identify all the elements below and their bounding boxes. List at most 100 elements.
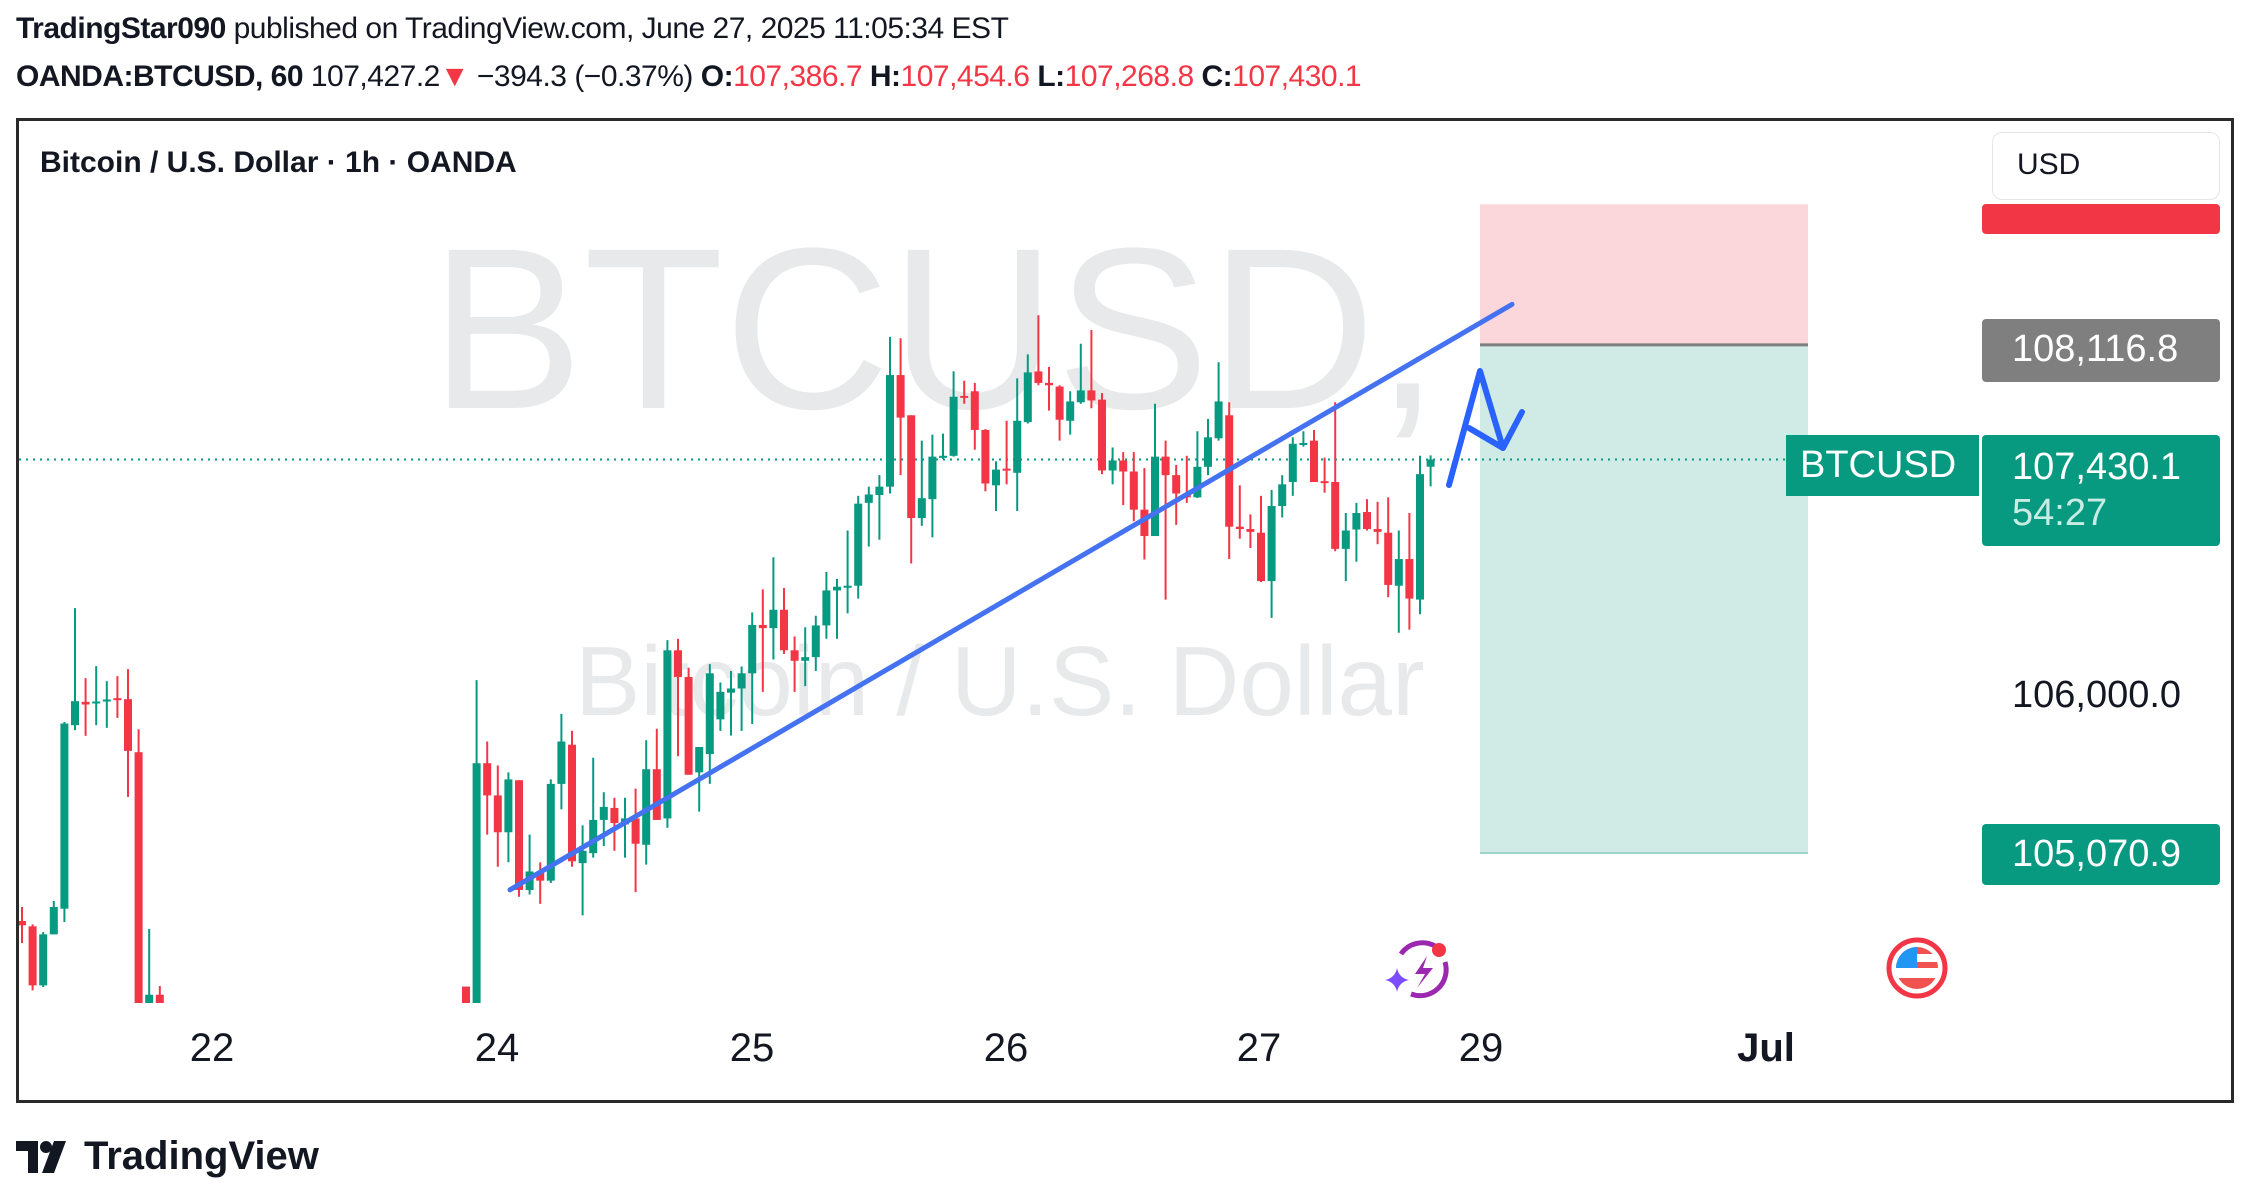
candle-up [1193,466,1202,498]
candle-down [1119,460,1128,472]
candle-up [716,691,725,720]
candle-down [674,650,682,677]
candle-up [822,590,831,626]
candle-down [134,752,143,1003]
candle-down [981,429,990,484]
candle-up [589,819,598,854]
last-price: 107,427.2 [310,60,440,93]
candle-up [1204,437,1212,467]
candle-up [1394,559,1403,586]
candle-down [1002,468,1011,471]
candle-up [1267,506,1276,582]
tradingview-logo[interactable]: TradingView [16,1134,319,1179]
candle-down [1384,532,1393,585]
candle-up [811,625,820,658]
current-price: 107,430.1 [2012,446,2182,488]
candle-down [1363,512,1371,530]
candle-down [483,763,492,796]
high-value: 107,454.6 [900,60,1030,93]
arrow-head-icon[interactable] [1466,409,1525,451]
candle-up [1214,401,1223,439]
projection-arrow[interactable] [1446,368,1506,488]
candle-up [102,699,111,702]
low-value: 107,268.8 [1064,60,1194,93]
candle-up [1341,530,1350,549]
candle-up [939,455,947,458]
candle-up [1066,401,1075,421]
candle-down [1045,382,1053,386]
candle-down [568,744,576,862]
candle-down [790,650,799,661]
candle-up [60,723,69,909]
candle-up [833,586,841,591]
symbol-tag: BTCUSD [1786,435,1979,496]
lightning-ai-icon[interactable] [1385,940,1449,999]
open-value: 107,386.7 [733,60,863,93]
candle-up [854,503,863,586]
candle-down [1373,529,1382,532]
candle-down [462,986,470,1003]
symbol-info-bar: OANDA:BTCUSD, 60 107,427.2▼ −394.3 (−0.3… [16,60,1362,94]
candle-up [472,763,481,1003]
candle-down [1055,386,1064,420]
candle-down [1098,399,1106,471]
time-label: 24 [474,1026,520,1070]
down-triangle-icon: ▼ [439,60,470,93]
candle-up [949,396,958,456]
trendline[interactable] [507,301,1515,893]
candle-up [843,585,852,588]
candle-down [970,391,979,430]
candle-down [684,676,693,775]
candle-up [992,469,1000,486]
us-flag-economic-event-icon[interactable] [1886,937,1948,999]
symbol-name: OANDA:BTCUSD, 60 [16,60,304,93]
candle-down [1257,532,1265,582]
time-label: 29 [1458,1026,1504,1070]
candle-down [536,871,545,881]
low-label: L: [1037,60,1065,93]
candle-down [1320,481,1329,484]
stop-loss-zone[interactable] [1480,204,1808,345]
close-label: C: [1201,60,1233,93]
time-label: 22 [189,1026,235,1070]
chart-title: Bitcoin / U.S. Dollar · 1h · OANDA [40,146,517,179]
candle-down [610,807,619,824]
high-label: H: [869,60,901,93]
candle-up [1416,474,1424,600]
currency-button[interactable]: USD [1992,132,2220,200]
target-price-label: 105,070.9 [1982,824,2220,885]
candle-up [928,456,937,500]
candle-up [49,907,58,935]
candle-down [1405,559,1414,599]
candle-down [81,701,90,705]
candle-down [1129,471,1138,510]
candle-up [557,741,566,784]
author-name[interactable]: TradingStar090 [16,12,226,45]
time-label: Jul [1737,1026,1795,1070]
candle-up [663,650,672,819]
candle-down [1172,475,1181,494]
candle-down [1235,526,1244,530]
candle-up [748,624,757,674]
candle-up [1108,460,1117,471]
stop-price-label [1982,204,2220,234]
candle-up [727,688,735,693]
candle-up [599,806,608,820]
candle-down [652,769,661,820]
candle-up [1023,372,1032,423]
candle-down [1310,440,1318,482]
candle-up [1013,420,1022,473]
published-text: published on TradingView.com, June 27, 2… [233,12,1009,45]
watermark-name: Bitcoin / U.S. Dollar [575,626,1425,736]
candle-up [1426,459,1435,467]
candle-up [917,498,926,519]
candle-down [1246,529,1255,532]
price-axis-label: 106,000.0 [2012,674,2182,716]
candle-down [28,926,37,986]
candle-up [875,486,884,496]
take-profit-zone[interactable] [1480,344,1808,853]
candle-down [896,375,905,418]
publish-info: TradingStar090 published on TradingView.… [16,12,1009,46]
candle-down [758,624,767,629]
